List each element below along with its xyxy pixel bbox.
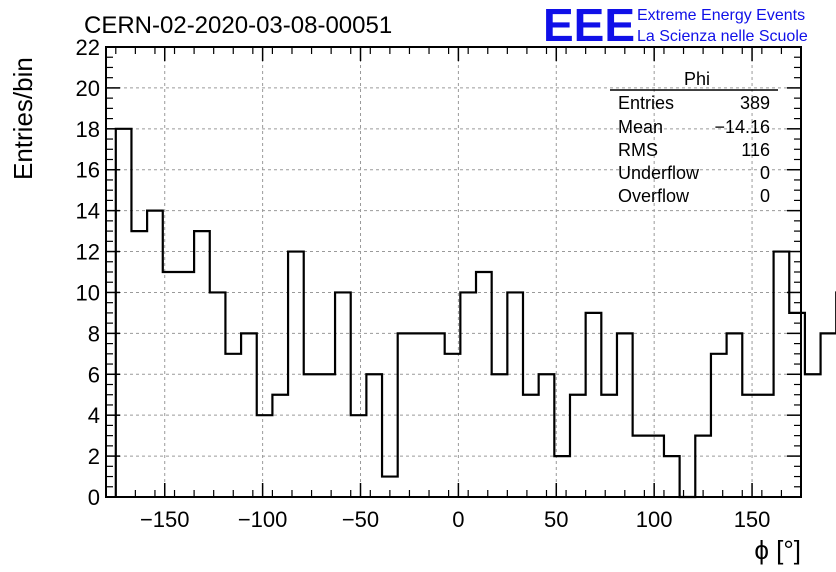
- y-tick-label: 10: [76, 280, 100, 305]
- histogram-bin: [288, 252, 304, 497]
- histogram-bin: [272, 395, 288, 497]
- histogram-bin: [194, 231, 210, 497]
- histogram-bin: [366, 374, 382, 497]
- brand-line2: La Scienza nelle Scuole: [637, 28, 808, 45]
- histogram-bin: [147, 211, 163, 497]
- stats-value-rms: 116: [741, 140, 770, 160]
- histogram-bin: [382, 477, 398, 497]
- y-tick-labels: 0 2 4 6 8 10 12 14 16 18 20 22: [76, 35, 100, 510]
- histogram-bin: [131, 231, 147, 497]
- x-tick-label: −100: [238, 507, 288, 532]
- histogram-bin: [789, 313, 805, 497]
- histogram-bin: [398, 333, 414, 497]
- histogram-bin: [554, 456, 570, 497]
- x-tick-label: 50: [544, 507, 568, 532]
- histogram-bin: [774, 252, 790, 497]
- histogram-bin: [210, 292, 226, 497]
- stats-value-overflow: 0: [760, 186, 770, 206]
- axis-ticks: [106, 46, 802, 498]
- y-tick-label: 8: [88, 321, 100, 346]
- y-tick-label: 12: [76, 240, 100, 265]
- histogram-bin: [586, 313, 602, 497]
- stats-label-underflow: Underflow: [618, 163, 700, 183]
- histogram-bin: [241, 333, 257, 497]
- y-tick-label: 4: [88, 403, 100, 428]
- stats-box: Phi Entries 389 Mean −14.16 RMS 116 Unde…: [610, 69, 778, 206]
- histogram-bin: [304, 374, 320, 497]
- x-tick-label: −50: [342, 507, 379, 532]
- y-tick-label: 2: [88, 444, 100, 469]
- histogram-outline: [114, 127, 836, 499]
- histogram-bin: [601, 395, 617, 497]
- brand-line1: Extreme Energy Events: [637, 7, 805, 24]
- x-axis-label: ϕ [°]: [754, 535, 801, 565]
- stats-title: Phi: [684, 69, 710, 89]
- stats-value-entries: 389: [740, 93, 770, 113]
- y-tick-label: 20: [76, 76, 100, 101]
- histogram-bin: [319, 374, 335, 497]
- histogram-bin: [711, 354, 727, 497]
- y-tick-label: 0: [88, 485, 100, 510]
- stats-row: Overflow 0: [618, 186, 770, 206]
- x-tick-label: 150: [734, 507, 771, 532]
- stats-value-underflow: 0: [760, 163, 770, 183]
- histogram-bin: [570, 395, 586, 497]
- x-tick-labels: −150 −100 −50 0 50 100 150: [140, 507, 770, 532]
- x-tick-label: 0: [452, 507, 464, 532]
- histogram-bin: [413, 333, 429, 497]
- y-tick-label: 6: [88, 362, 100, 387]
- stats-value-mean: −14.16: [714, 117, 770, 137]
- histogram-bin: [727, 333, 743, 497]
- y-tick-label: 22: [76, 35, 100, 60]
- histogram-bin: [492, 374, 508, 497]
- histogram-bin: [460, 292, 476, 497]
- histogram-bin: [633, 436, 649, 497]
- histogram-bin: [539, 374, 555, 497]
- histogram-bin: [664, 456, 680, 497]
- histogram-bin: [523, 395, 539, 497]
- histogram-bin: [648, 436, 664, 497]
- y-axis-label: Entries/bin: [8, 57, 38, 180]
- stats-label-rms: RMS: [618, 140, 658, 160]
- y-tick-label: 16: [76, 158, 100, 183]
- x-tick-label: 100: [636, 507, 673, 532]
- histogram-bin: [805, 374, 821, 497]
- stats-label-mean: Mean: [618, 117, 663, 137]
- histogram-bin: [617, 333, 633, 497]
- x-tick-label: −150: [140, 507, 190, 532]
- histogram-bin: [178, 272, 194, 497]
- histogram-bin: [507, 292, 523, 497]
- stats-row: Entries 389: [618, 93, 770, 113]
- y-tick-label: 18: [76, 117, 100, 142]
- histogram-bin: [445, 354, 461, 497]
- stats-label-overflow: Overflow: [618, 186, 690, 206]
- histogram-bin: [351, 415, 367, 497]
- histogram-bin: [225, 354, 241, 497]
- y-tick-label: 14: [76, 199, 100, 224]
- stats-row: Mean −14.16: [618, 117, 770, 137]
- histogram-bin: [476, 272, 492, 497]
- stats-row: RMS 116: [618, 140, 770, 160]
- histogram-bin: [695, 436, 711, 497]
- chart-title: CERN-02-2020-03-08-00051: [84, 12, 392, 39]
- histogram-bin: [335, 292, 351, 497]
- stats-label-entries: Entries: [618, 93, 674, 113]
- histogram-bin: [116, 129, 132, 497]
- histogram-bins: [116, 129, 836, 497]
- histogram-bin: [163, 272, 179, 497]
- histogram-bin: [257, 415, 273, 497]
- histogram-bin: [429, 333, 445, 497]
- histogram-bin: [742, 395, 758, 497]
- stats-row: Underflow 0: [618, 163, 770, 183]
- histogram-bin: [758, 395, 774, 497]
- brand-logo: EEE: [543, 0, 635, 51]
- histogram-bin: [821, 333, 836, 497]
